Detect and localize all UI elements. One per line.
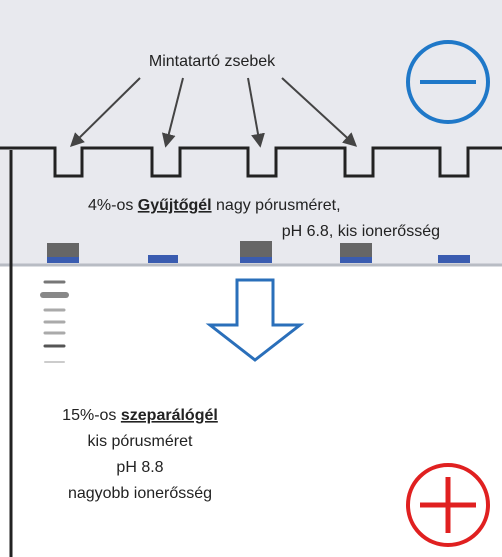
prefix: 4%-os [88, 197, 138, 214]
gel-name: Gyűjtőgél [138, 197, 212, 214]
separating-gel-line: nagyobb ionerősség [68, 485, 212, 502]
gel-diagram: Mintatartó zsebek 4%-os Gyűjtőgél nagy p… [0, 0, 502, 557]
text: nagy pórusméret, [212, 197, 341, 214]
separating-gel-line: pH 8.8 [116, 459, 163, 476]
stacking-gel-line1: 4%-os Gyűjtőgél nagy pórusméret, [88, 197, 341, 214]
gel-name: szeparálógél [121, 407, 218, 424]
prefix: 15%-os [62, 407, 121, 424]
anode [408, 465, 488, 545]
stacking-gel-line2: pH 6.8, kis ionerősség [282, 223, 440, 240]
separating-gel-line: kis pórusméret [88, 433, 193, 450]
separating-gel-line1: 15%-os szeparálógél [62, 407, 218, 424]
wells-label: Mintatartó zsebek [149, 53, 276, 70]
